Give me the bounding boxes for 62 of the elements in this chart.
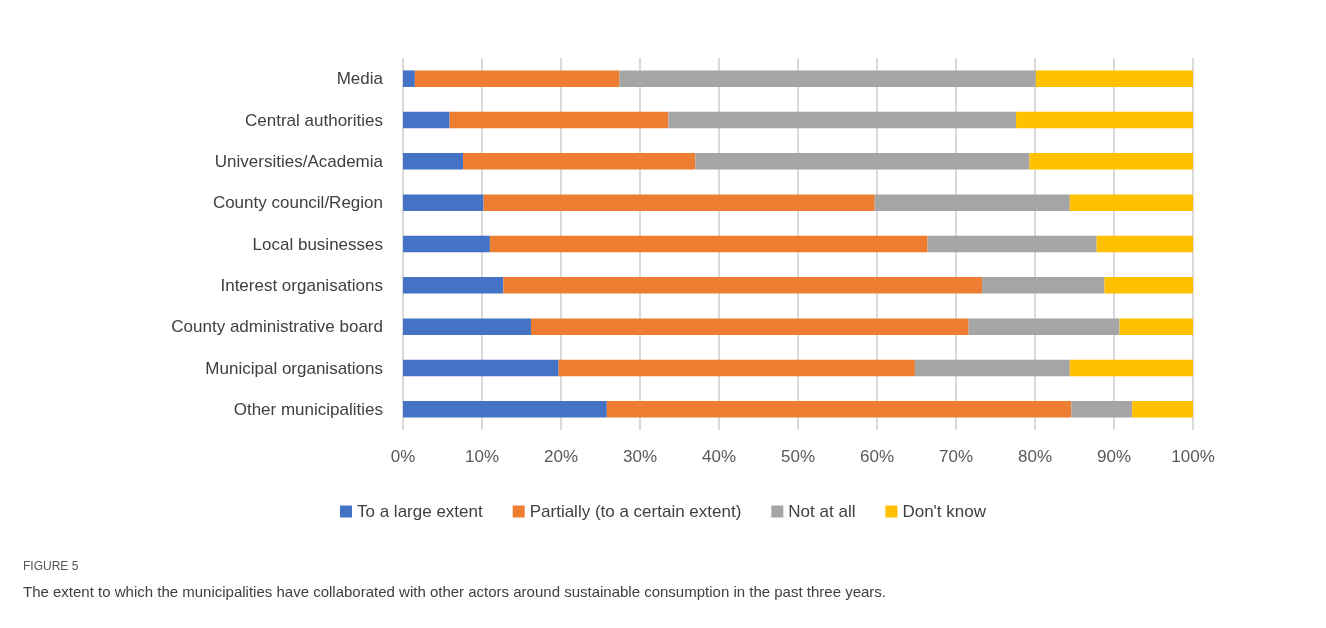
bar: [1069, 194, 1193, 211]
bar: [606, 401, 1072, 418]
x-tick-label: 30%: [622, 447, 658, 466]
bar: [403, 318, 531, 335]
bar: [1016, 111, 1193, 129]
legend-label: Don't know: [902, 502, 987, 521]
bar: [968, 318, 1120, 335]
bar: [1104, 277, 1193, 294]
bar: [403, 401, 607, 418]
legend-label: Partially (to a certain extent): [529, 502, 742, 521]
bar: [403, 359, 559, 377]
x-tick-label: 70%: [938, 447, 974, 466]
x-tick-label: 100%: [1171, 447, 1215, 466]
y-tick-label: Media: [336, 69, 384, 89]
bar: [1029, 153, 1193, 170]
bar: [1035, 70, 1193, 87]
x-tick-label: 40%: [701, 447, 737, 466]
x-tick-label: 10%: [464, 447, 500, 466]
bar: [874, 194, 1070, 211]
bar: [914, 359, 1070, 377]
bar: [1119, 318, 1193, 335]
y-tick-label: County administrative board: [171, 317, 383, 337]
y-tick-label: Other municipalities: [233, 399, 383, 419]
bar: [927, 235, 1097, 253]
bar: [403, 70, 415, 87]
bar: [489, 235, 928, 253]
bar: [530, 318, 969, 335]
bar: [414, 70, 620, 87]
legend-label: To a large extent: [357, 502, 483, 521]
bar: [619, 70, 1036, 87]
bar: [403, 194, 484, 211]
y-tick-label: Central authorities: [245, 110, 383, 130]
bar: [982, 277, 1105, 294]
bar: [668, 111, 1017, 129]
bar: [503, 277, 983, 294]
x-tick-label: 50%: [780, 447, 816, 466]
x-tick-label: 80%: [1017, 447, 1053, 466]
x-tick-label: 60%: [859, 447, 895, 466]
bar: [1069, 359, 1193, 377]
bar: [403, 153, 464, 170]
y-tick-label: Universities/Academia: [214, 151, 384, 171]
caption: FIGURE 5: [23, 559, 79, 573]
text: The extent to which the municipalities have collaborated with other actors around sustainable consumption in the past three years.: [23, 583, 886, 600]
bar: [463, 153, 696, 170]
y-tick-label: County council/Region: [212, 193, 383, 213]
bar: [483, 194, 875, 211]
x-tick-label: 0%: [390, 447, 416, 466]
y-tick-label: Municipal organisations: [205, 358, 383, 378]
bar: [403, 277, 504, 294]
x-tick-label: 90%: [1096, 447, 1132, 466]
bar: [1071, 401, 1133, 418]
bar: [449, 111, 669, 129]
bar: [403, 111, 450, 129]
x-tick-label: 20%: [543, 447, 579, 466]
bar: [1132, 401, 1193, 418]
y-tick-label: Local businesses: [252, 234, 383, 254]
bar: [695, 153, 1030, 170]
bar: [558, 359, 915, 377]
bar: [1096, 235, 1193, 253]
y-tick-label: Interest organisations: [220, 275, 383, 295]
legend-label: Not at all: [788, 502, 856, 521]
bar: [403, 235, 490, 253]
